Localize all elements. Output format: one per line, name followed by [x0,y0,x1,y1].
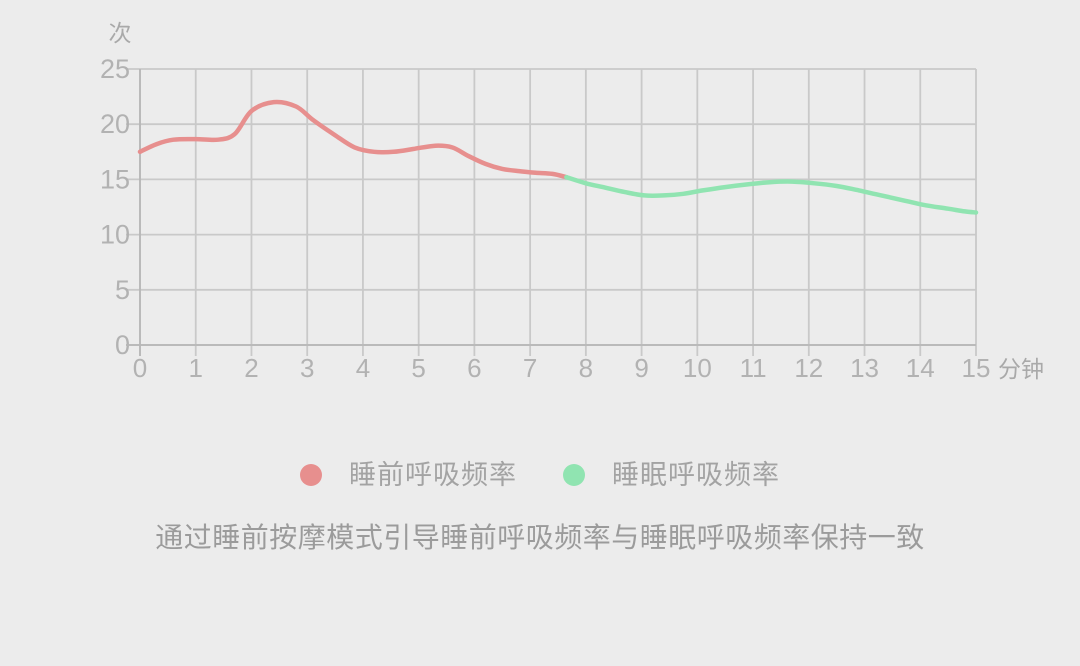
y-tick-label: 5 [115,275,130,305]
x-tick-label: 12 [794,353,823,383]
x-tick-label: 10 [683,353,712,383]
x-tick-label: 11 [740,353,767,383]
x-tick-label: 2 [244,353,258,383]
x-axis-unit-label: 分钟 [998,356,1044,382]
x-tick-label: 7 [523,353,537,383]
legend-item-sleep: 睡眠呼吸频率 [563,459,780,491]
x-tick-label: 9 [634,353,648,383]
presleep-legend-dot [300,464,322,486]
y-tick-label: 10 [100,220,130,250]
x-tick-label: 8 [579,353,593,383]
sleep-legend-dot [563,464,585,486]
x-tick-label: 13 [850,353,879,383]
y-tick-label: 15 [100,164,130,194]
x-tick-label: 0 [133,353,147,383]
y-tick-label: 0 [115,330,130,360]
x-tick-label: 6 [467,353,481,383]
x-tick-label: 5 [411,353,425,383]
legend-item-presleep: 睡前呼吸频率 [300,459,517,491]
x-tick-label: 14 [906,353,935,383]
x-tick-label: 1 [188,353,202,383]
chart-legend: 睡前呼吸频率 睡眠呼吸频率 [0,459,1080,491]
x-tick-label: 4 [356,353,370,383]
chart-caption: 通过睡前按摩模式引导睡前呼吸频率与睡眠呼吸频率保持一致 [155,522,925,553]
presleep-series-line [137,99,569,180]
y-tick-label: 20 [100,109,130,139]
y-tick-label: 25 [100,54,130,84]
sleep-legend-label: 睡眠呼吸频率 [612,460,780,490]
presleep-legend-label: 睡前呼吸频率 [349,460,517,490]
y-axis-unit-label: 次 [109,20,132,46]
x-tick-label: 15 [962,353,991,383]
sleep-series-line [564,174,979,215]
x-tick-label: 3 [300,353,314,383]
